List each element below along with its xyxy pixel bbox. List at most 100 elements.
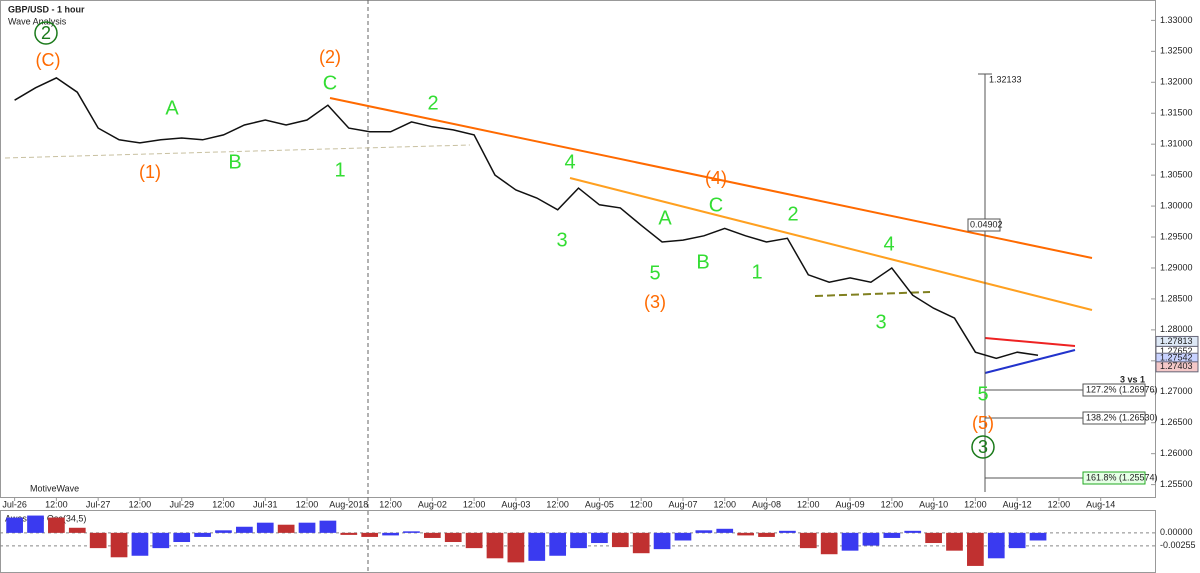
fib-box xyxy=(1082,383,1146,397)
y-tick-label: 1.32000 xyxy=(1160,77,1193,87)
x-tick-label: Aug-03 xyxy=(501,499,530,509)
osc-bar xyxy=(236,526,253,533)
osc-bar xyxy=(423,532,441,538)
y-tick-label: 1.31000 xyxy=(1160,139,1193,149)
osc-bar xyxy=(925,532,942,544)
wave-label: (4) xyxy=(705,168,727,188)
triangle-upper xyxy=(984,337,1076,347)
wave-label: B xyxy=(228,151,241,173)
price-marker-label: 1.27652 xyxy=(1160,346,1193,356)
osc-bar xyxy=(799,532,817,549)
osc-bar xyxy=(256,522,274,533)
osc-bar xyxy=(758,532,775,537)
y-tick-label: 1.30500 xyxy=(1160,170,1193,180)
fib-box xyxy=(1082,471,1146,485)
osc-bar xyxy=(591,532,608,544)
osc-bar xyxy=(444,532,462,543)
osc-bar xyxy=(946,532,963,551)
y-tick-label: 1.26500 xyxy=(1160,417,1193,427)
osc-bar xyxy=(110,532,128,558)
osc-bar xyxy=(570,532,587,549)
wave-label: B xyxy=(696,251,709,273)
y-tick-label: 1.29000 xyxy=(1160,262,1193,272)
osc-bar xyxy=(194,532,211,537)
osc-bar xyxy=(716,528,734,533)
ratio-label: 3 vs 1 xyxy=(1120,374,1145,384)
y-tick-label: 1.32500 xyxy=(1160,46,1193,56)
y-tick-label: 1.25500 xyxy=(1160,479,1193,489)
wave-label: 4 xyxy=(883,233,894,255)
fib-box xyxy=(1082,411,1146,425)
osc-bar xyxy=(674,532,692,541)
y-tick-label: 1.28000 xyxy=(1160,324,1193,334)
x-tick-label: Jul-27 xyxy=(86,499,111,509)
y-tick-label: 1.26000 xyxy=(1160,448,1193,458)
measure-high-label: 1.32133 xyxy=(989,74,1022,84)
osc-bar xyxy=(1008,532,1026,549)
wave-line xyxy=(814,291,931,297)
price-pane xyxy=(0,0,1156,498)
osc-bar xyxy=(298,522,316,533)
wave-label: C xyxy=(323,72,337,94)
wave-label: 4 xyxy=(564,151,575,173)
wave-label: 2 xyxy=(41,23,51,43)
x-tick-label: Aug-12 xyxy=(1003,499,1032,509)
x-tick-label: Aug-14 xyxy=(1086,499,1115,509)
x-tick-label: 12:00 xyxy=(630,499,653,509)
osc-bar xyxy=(549,532,567,556)
x-tick-label: Aug-10 xyxy=(919,499,948,509)
x-tick-label: Aug-2018 xyxy=(329,499,368,509)
wave-label: 1 xyxy=(334,159,345,181)
osc-bar xyxy=(611,532,629,548)
osc-bar xyxy=(1029,532,1047,541)
osc-bar xyxy=(632,532,650,554)
price-marker-label: 1.27403 xyxy=(1160,361,1193,371)
x-tick-label: 12:00 xyxy=(45,499,68,509)
chart-title: GBP/USD - 1 hour xyxy=(8,4,85,14)
fib-label: 138.2% (1.26530) xyxy=(1086,412,1158,422)
x-tick-label: Aug-07 xyxy=(668,499,697,509)
measure-range-label: 0.04902 xyxy=(970,219,1003,229)
x-tick-label: Jul-29 xyxy=(169,499,194,509)
price-line xyxy=(14,77,1039,360)
osc-bar xyxy=(507,532,525,563)
osc-bar xyxy=(883,532,901,538)
osc-tick-label: -0.00255 xyxy=(1160,540,1196,550)
osc-bar xyxy=(27,515,44,533)
osc-bar xyxy=(361,532,379,537)
x-tick-label: 12:00 xyxy=(463,499,486,509)
wave-label: 3 xyxy=(556,229,567,251)
osc-bar xyxy=(486,532,504,559)
osc-bar xyxy=(131,532,149,556)
wave-label: (5) xyxy=(972,413,994,433)
osc-bar xyxy=(779,530,796,533)
x-tick-label: 12:00 xyxy=(379,499,402,509)
osc-bar xyxy=(820,532,838,555)
wave-label: (3) xyxy=(644,292,666,312)
y-tick-label: 1.28500 xyxy=(1160,293,1193,303)
osc-bar xyxy=(904,530,922,533)
wave-label: 2 xyxy=(427,92,438,114)
fib-label: 161.8% (1.25574) xyxy=(1086,472,1158,482)
x-tick-label: 12:00 xyxy=(797,499,820,509)
x-tick-label: 12:00 xyxy=(129,499,152,509)
trend-line xyxy=(569,177,1093,311)
osc-bar xyxy=(967,532,984,566)
osc-bar xyxy=(695,530,713,533)
wave-label: 5 xyxy=(977,383,988,405)
osc-bar xyxy=(277,524,295,533)
x-tick-label: 12:00 xyxy=(546,499,569,509)
price-marker-label: 1.27813 xyxy=(1160,336,1193,346)
wave-label: 5 xyxy=(649,262,660,284)
x-tick-label: Aug-05 xyxy=(585,499,614,509)
oscillator-title: Awesome Osc(34,5) xyxy=(5,513,86,523)
osc-bar xyxy=(340,532,358,535)
price-marker xyxy=(1155,361,1199,373)
chart-subtitle: Wave Analysis xyxy=(8,16,67,26)
wave-line xyxy=(4,144,471,159)
osc-bar xyxy=(382,532,399,536)
triangle-lower xyxy=(984,349,1076,374)
osc-bar xyxy=(987,532,1005,559)
fib-label: 127.2% (1.26976) xyxy=(1086,384,1158,394)
measure-range-box xyxy=(967,218,1001,232)
